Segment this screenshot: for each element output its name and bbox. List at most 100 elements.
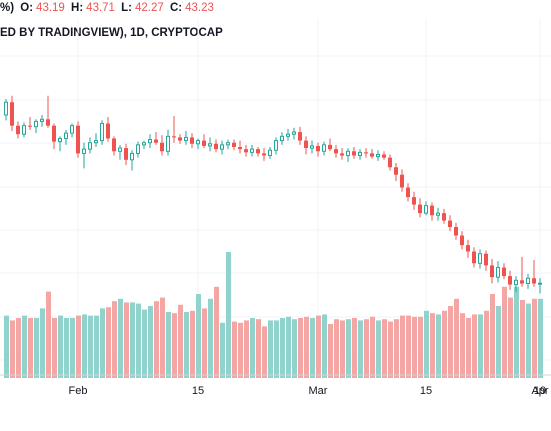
volume-bar	[118, 298, 123, 378]
close-value: 43.23	[185, 2, 214, 14]
candle-body-up	[64, 132, 68, 139]
ohlc-legend: %) O: 43.19 H: 43.71 L: 42.27 C: 43.23	[0, 2, 217, 18]
close-label: C:	[170, 2, 183, 14]
candle-body-down	[244, 149, 248, 153]
volume-bar	[382, 319, 387, 378]
candle-body-down	[448, 220, 452, 227]
volume-bar	[430, 313, 435, 378]
candle-body-down	[334, 149, 338, 154]
volume-bar	[514, 286, 519, 378]
price-candles	[4, 95, 542, 294]
candle-body-up	[130, 152, 134, 161]
volume-bar	[442, 310, 447, 378]
candle-body-down	[412, 197, 416, 205]
volume-bar	[4, 315, 9, 378]
candle-body-down	[112, 138, 116, 152]
candle-body-down	[214, 143, 218, 150]
volume-bar	[214, 286, 219, 378]
volume-bar	[466, 318, 471, 378]
volume-bar	[202, 308, 207, 378]
candle-body-down	[238, 147, 242, 150]
volume-bar	[292, 319, 297, 378]
candle-body-down	[340, 153, 344, 156]
candle-body-up	[22, 125, 26, 135]
candle-body-down	[520, 280, 524, 284]
candle-body-up	[346, 150, 350, 157]
candle-body-up	[58, 137, 62, 143]
volume-bar	[394, 319, 399, 378]
candle-body-up	[94, 140, 98, 144]
volume-bar	[412, 316, 417, 378]
volume-bar	[376, 320, 381, 378]
low-label: L:	[121, 2, 133, 14]
candle-body-down	[154, 139, 158, 143]
candle-body-down	[178, 137, 182, 141]
volume-bar	[160, 297, 165, 378]
volume-bar	[76, 315, 81, 378]
candle-body-down	[370, 153, 374, 157]
volume-bar	[484, 310, 489, 378]
volume-bar	[58, 315, 63, 378]
candle-body-down	[400, 174, 404, 188]
candle-body-up	[514, 279, 518, 286]
volume-bar	[454, 298, 459, 378]
candle-body-down	[232, 142, 236, 147]
candle-body-up	[70, 125, 74, 134]
candle-body-down	[508, 276, 512, 285]
volume-bar	[322, 314, 327, 378]
candle-body-up	[226, 142, 230, 146]
candle-body-down	[298, 132, 302, 141]
volume-bars	[4, 252, 543, 378]
candle-body-down	[472, 251, 476, 264]
volume-bar	[244, 320, 249, 378]
candle-body-down	[304, 140, 308, 149]
candle-body-down	[532, 278, 536, 284]
volume-bar	[40, 308, 45, 378]
volume-bar	[478, 314, 483, 378]
volume-bar	[22, 315, 27, 378]
volume-bar	[304, 316, 309, 378]
volume-bar	[106, 307, 111, 378]
volume-bar	[124, 302, 129, 378]
candle-body-up	[280, 135, 284, 142]
volume-bar	[490, 294, 495, 378]
candle-body-up	[274, 140, 278, 151]
volume-bar	[196, 294, 201, 378]
x-tick-label: Mar	[309, 385, 328, 397]
volume-bar	[10, 320, 15, 378]
volume-bar	[340, 320, 345, 378]
candle-body-down	[388, 157, 392, 168]
candle-body-down	[256, 149, 260, 154]
volume-bar	[220, 322, 225, 378]
high-label: H:	[71, 2, 84, 14]
volume-bar	[166, 312, 171, 378]
candle-body-down	[76, 125, 80, 154]
volume-bar	[250, 318, 255, 378]
volume-bar	[286, 316, 291, 378]
candle-body-down	[124, 148, 128, 160]
candle-body-up	[88, 142, 92, 150]
volume-bar	[136, 303, 141, 378]
volume-bar	[502, 286, 507, 378]
volume-bar	[268, 320, 273, 378]
volume-bar	[424, 310, 429, 378]
volume-bar	[262, 326, 267, 378]
candle-body-down	[160, 142, 164, 152]
volume-bar	[28, 318, 33, 378]
candle-body-down	[172, 136, 176, 138]
candle-body-down	[202, 140, 206, 146]
volume-bar	[538, 298, 543, 378]
volume-bar	[190, 310, 195, 378]
candle-body-up	[322, 144, 326, 152]
candle-body-up	[184, 136, 188, 142]
candle-body-down	[502, 267, 506, 277]
candle-body-down	[460, 235, 464, 246]
volume-bar	[358, 320, 363, 378]
candle-body-down	[490, 265, 494, 278]
volume-bar	[328, 324, 333, 378]
volume-bar	[82, 314, 87, 378]
candle-body-up	[526, 277, 530, 285]
